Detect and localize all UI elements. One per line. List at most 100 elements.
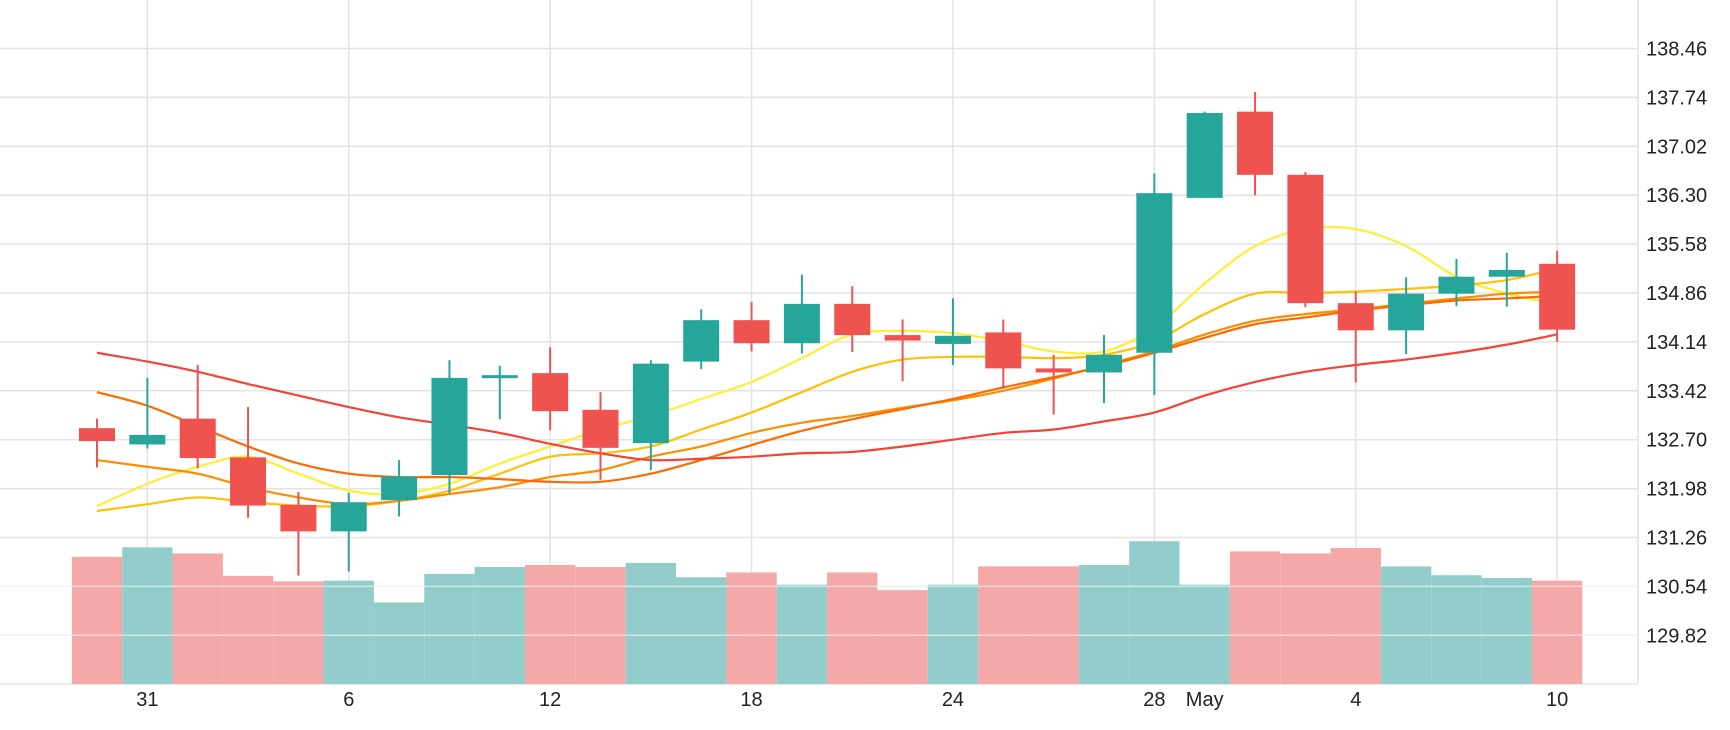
candle <box>1136 173 1173 395</box>
volume-bar <box>1078 565 1130 684</box>
candle-body <box>1186 113 1223 198</box>
volume-bar <box>1280 553 1331 684</box>
candle <box>632 360 669 471</box>
candle <box>834 286 871 353</box>
y-tick-label: 137.74 <box>1646 87 1707 109</box>
x-tick-label: 12 <box>539 689 561 711</box>
volume-bar <box>222 575 274 684</box>
volume-bar <box>474 567 525 684</box>
volume-bar <box>122 547 173 684</box>
y-tick-label: 135.58 <box>1646 234 1707 256</box>
x-tick-label: 4 <box>1350 689 1361 711</box>
candle-body <box>1086 354 1122 373</box>
volume-bar <box>625 562 677 684</box>
candle <box>934 298 971 365</box>
y-tick-label: 130.54 <box>1646 576 1707 598</box>
candle-body <box>532 373 569 412</box>
volume-bar <box>524 565 576 684</box>
y-tick-label: 136.30 <box>1646 185 1707 207</box>
volume-bar <box>1028 566 1079 684</box>
moving-average-lines <box>96 225 1558 513</box>
candle <box>1287 172 1324 308</box>
volume-bar <box>827 572 878 684</box>
candle <box>733 301 770 352</box>
volume-bar <box>1380 566 1432 684</box>
x-tick-label: 6 <box>343 689 354 711</box>
y-tick-label: 132.70 <box>1646 430 1707 452</box>
candle-body <box>1539 263 1576 330</box>
candle <box>1539 250 1576 342</box>
candle <box>1388 277 1425 355</box>
candle <box>481 365 518 420</box>
candle-body <box>280 504 317 532</box>
x-tick-label: 24 <box>942 689 964 711</box>
candle <box>884 319 921 382</box>
ma-line-5 <box>96 333 1558 462</box>
candle <box>683 309 720 370</box>
candle-body <box>1488 269 1525 277</box>
y-tick-label: 134.14 <box>1646 332 1707 354</box>
candle-body <box>985 332 1022 369</box>
candle <box>431 360 468 494</box>
candle <box>1438 259 1475 306</box>
x-tick-label: 18 <box>740 689 762 711</box>
candle <box>985 319 1022 389</box>
x-axis: 31 6 12 18 24 28 May 4 10 <box>136 689 1568 711</box>
y-tick-label: 129.82 <box>1646 625 1707 647</box>
candle-body <box>1237 111 1274 175</box>
candle <box>280 491 317 576</box>
x-tick-label: 28 <box>1143 689 1165 711</box>
y-axis: 138.46 137.74 137.02 136.30 135.58 134.86 134.… <box>1646 39 1707 648</box>
candle <box>532 347 569 431</box>
candle <box>129 377 166 449</box>
y-tick-label: 134.86 <box>1646 283 1707 305</box>
volume-bar <box>1531 580 1583 684</box>
volume-bar <box>776 584 828 684</box>
candle <box>79 418 115 468</box>
candle-body <box>884 335 921 341</box>
x-tick-label: 31 <box>136 689 158 711</box>
candle <box>381 460 418 517</box>
candle-body <box>1287 174 1324 304</box>
volume-bar <box>1179 584 1230 684</box>
candle <box>1186 111 1223 198</box>
x-tick-label: 10 <box>1546 689 1568 711</box>
volume-bar <box>71 556 123 684</box>
candle <box>1337 291 1374 383</box>
volume-bar <box>978 566 1029 684</box>
volume-bar <box>1431 575 1482 684</box>
y-tick-label: 133.42 <box>1646 381 1707 403</box>
volume-bar <box>575 567 626 684</box>
candle-body <box>1035 368 1072 373</box>
x-tick-label: May <box>1186 689 1224 711</box>
volume-bar <box>1129 541 1180 684</box>
candle <box>330 492 367 572</box>
candle <box>1488 252 1525 307</box>
y-tick-label: 137.02 <box>1646 136 1707 158</box>
ma-line-4 <box>96 294 1558 484</box>
volume-bar <box>927 584 979 684</box>
candles <box>79 91 1576 576</box>
y-tick-label: 131.26 <box>1646 528 1707 550</box>
candle-body <box>683 320 720 362</box>
candle <box>230 407 267 518</box>
candle-body <box>330 502 367 532</box>
candle <box>1237 91 1274 196</box>
candle-body <box>733 320 770 344</box>
volume-bar <box>1229 551 1281 684</box>
candle-body <box>381 476 418 501</box>
candle-body <box>1337 303 1374 331</box>
candle <box>179 364 216 469</box>
volume-bar <box>726 572 777 684</box>
candle-body <box>632 363 669 444</box>
y-tick-label: 138.46 <box>1646 39 1707 61</box>
candle-body <box>179 418 216 459</box>
volume-bars <box>0 541 1638 684</box>
candle <box>1035 354 1072 415</box>
volume-bar <box>273 581 324 684</box>
candle <box>582 392 619 480</box>
candle-body <box>1438 276 1475 294</box>
volume-bar <box>373 602 425 684</box>
candle-body <box>79 428 115 442</box>
